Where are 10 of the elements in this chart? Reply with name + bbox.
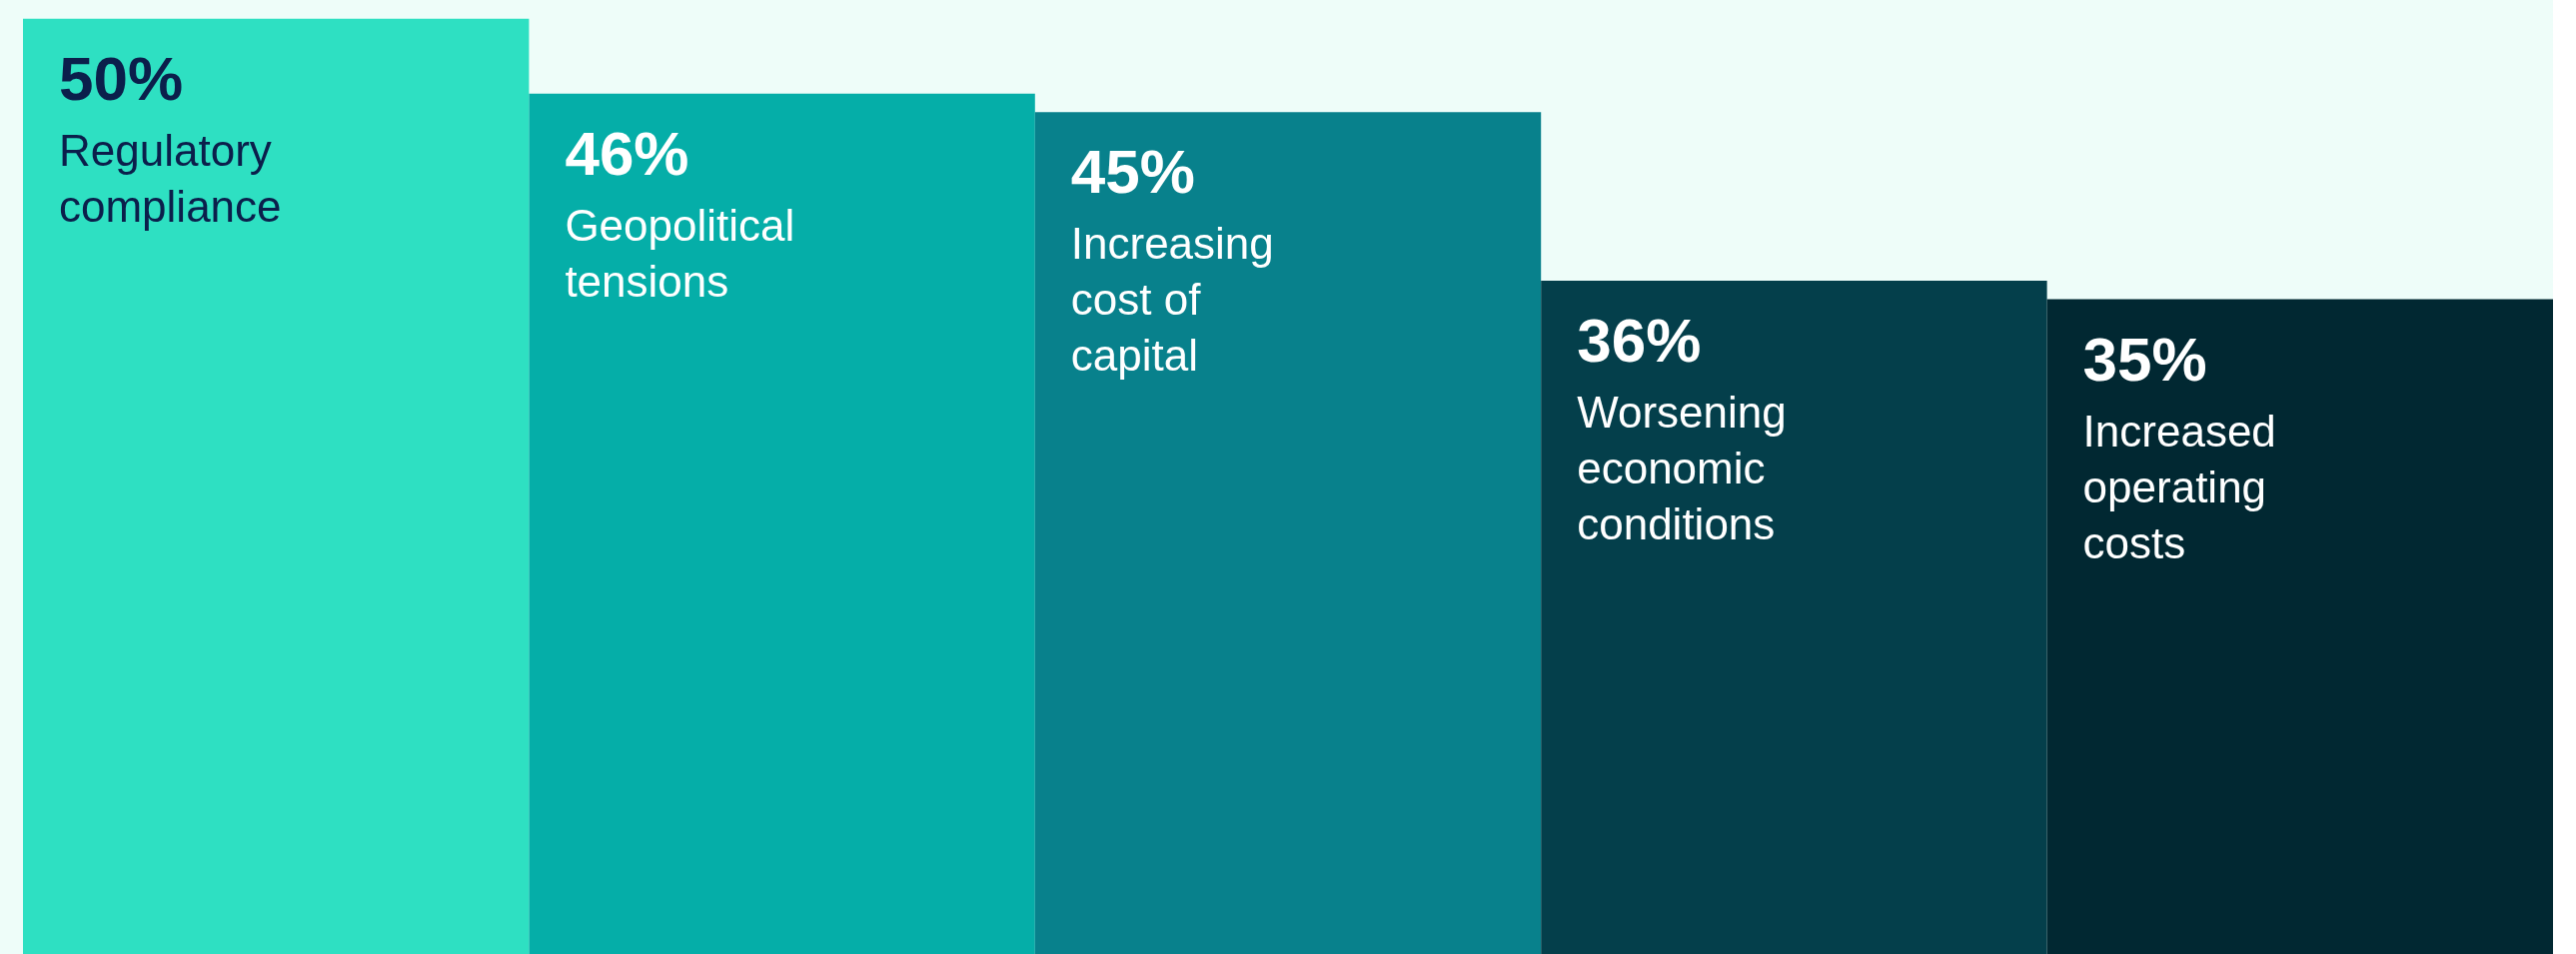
x-tick-label: Regulatory compliance bbox=[59, 125, 282, 231]
data-label: 50% bbox=[59, 43, 184, 113]
x-tick-label: Worsening economic conditions bbox=[1577, 387, 1787, 548]
x-tick-label: Increasing cost of capital bbox=[1070, 219, 1274, 381]
x-tick-label: Increased operating costs bbox=[2082, 406, 2276, 567]
data-label: 46% bbox=[565, 118, 689, 188]
data-label: 36% bbox=[1577, 305, 1702, 375]
data-label: 35% bbox=[2082, 324, 2207, 394]
data-label: 45% bbox=[1070, 137, 1195, 207]
x-tick-label: Geopolitical tensions bbox=[565, 200, 795, 306]
